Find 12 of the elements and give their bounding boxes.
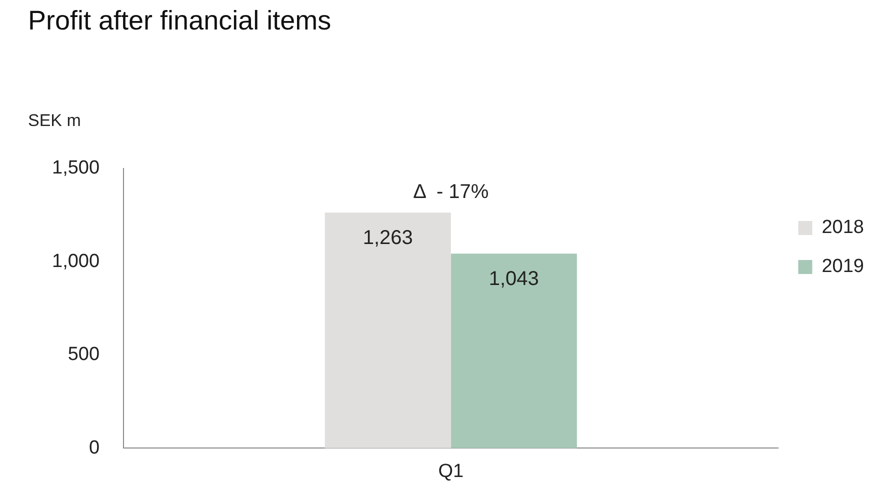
y-tick-label: 1,000 [52,250,100,272]
y-tick-label: 1,500 [52,158,100,179]
x-tick-label: Q1 [438,460,464,482]
y-tick-label: 0 [88,437,100,458]
chart-title: Profit after financial items [28,6,332,36]
y-axis-title: SEK m [28,111,81,130]
legend-label: 2019 [822,256,864,278]
text: 1,043 [488,268,539,290]
y-tick-label: 500 [68,344,100,366]
text: 1,263 [362,227,413,250]
legend-label: 2018 [822,217,864,238]
annotation: Δ - 17% [413,180,489,203]
